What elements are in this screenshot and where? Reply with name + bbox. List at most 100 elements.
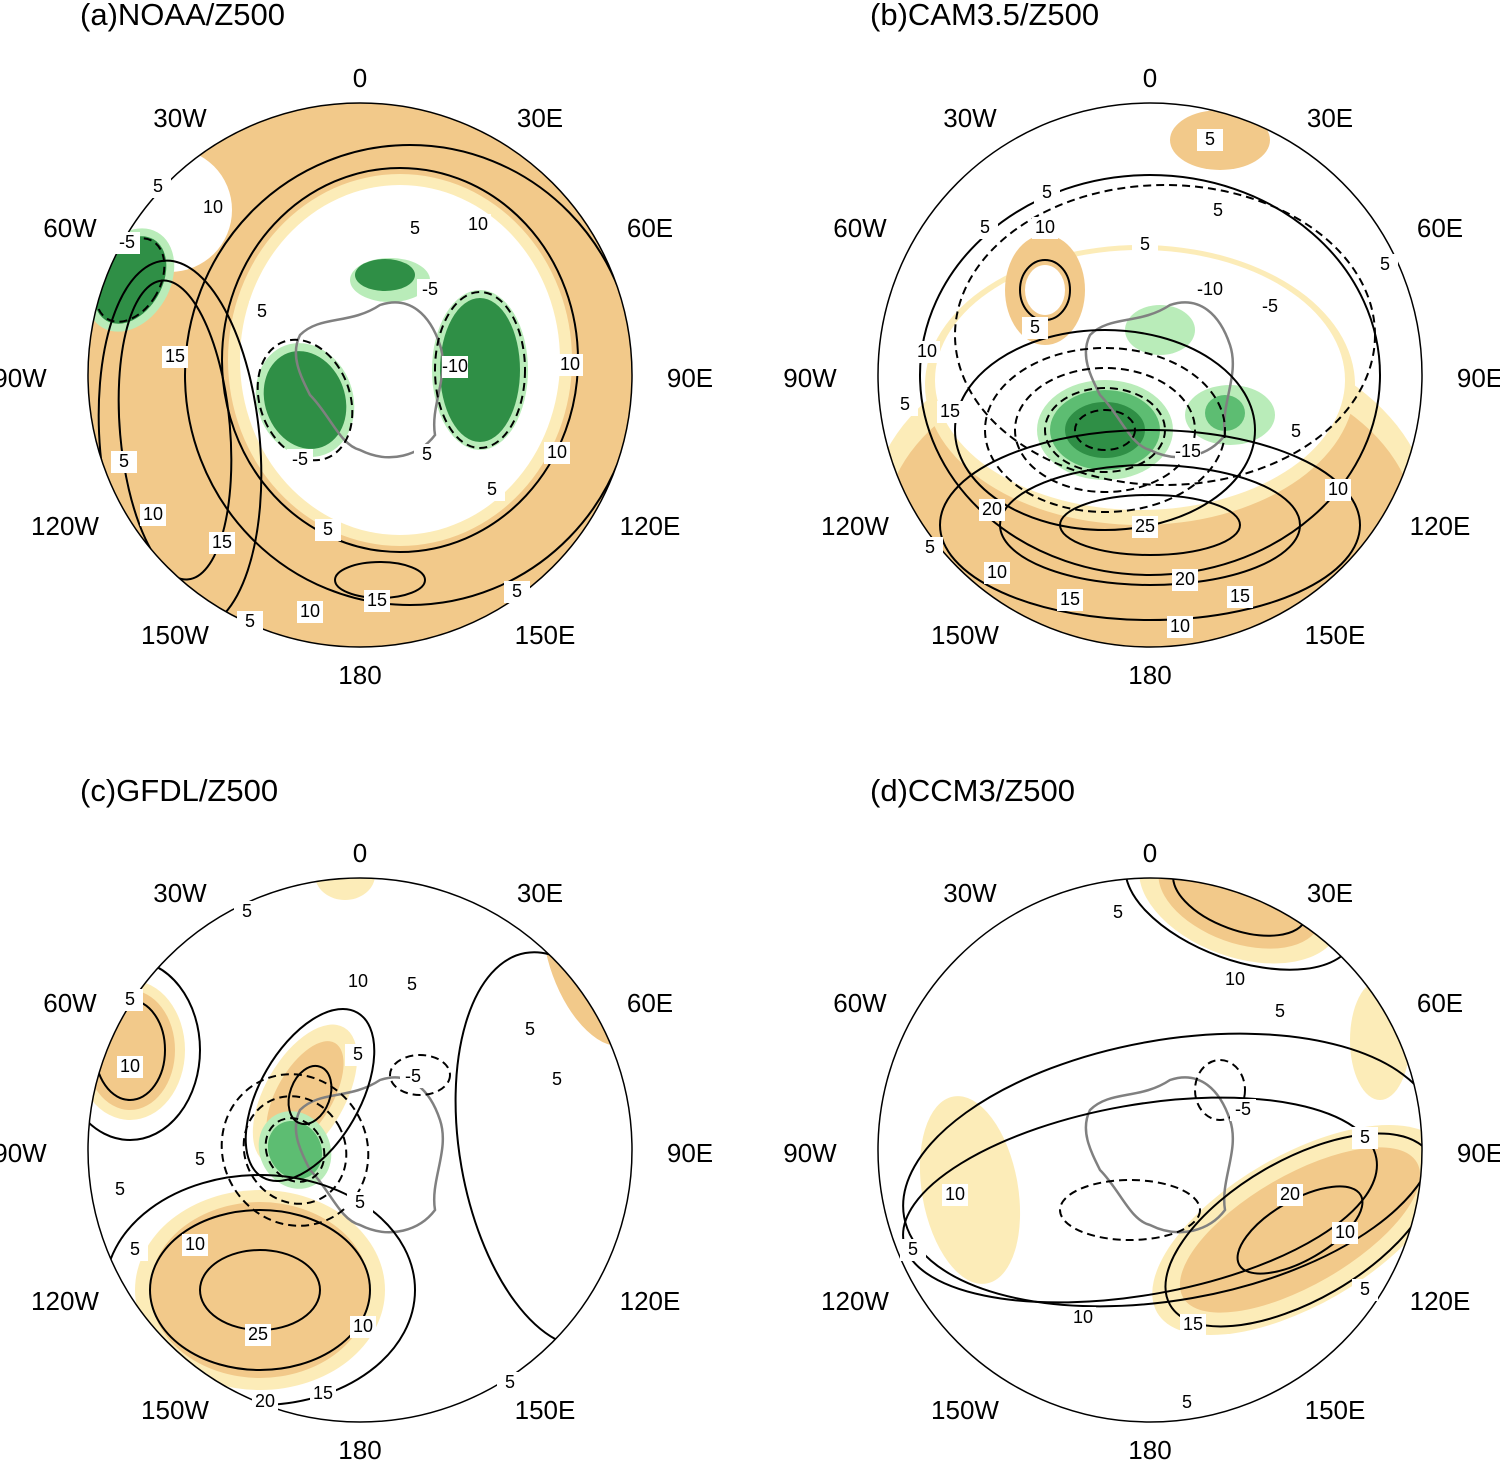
contour-line — [184, 144, 632, 606]
contour-label: 10 — [143, 504, 163, 524]
longitude-label: 0 — [353, 838, 367, 868]
contour-label-box — [237, 611, 263, 633]
contour-label-box — [544, 1069, 570, 1091]
contour-label-box — [1267, 1001, 1293, 1023]
contour-label-box — [1172, 569, 1198, 591]
contour-label-box — [465, 214, 491, 236]
contour-label: 25 — [248, 1324, 268, 1344]
longitude-label: 60E — [627, 988, 673, 1018]
contour-label-box — [1180, 1314, 1206, 1336]
contour-label-box — [1197, 279, 1223, 301]
longitude-label: 30E — [517, 103, 563, 133]
contour-label-box — [1283, 421, 1309, 443]
longitude-label: 150E — [515, 620, 576, 650]
contour-label-box — [107, 1179, 133, 1201]
contour-label: 5 — [900, 394, 910, 414]
contour-label-box — [1352, 1127, 1378, 1149]
contour-label-box — [245, 1324, 271, 1346]
contour-label: 5 — [115, 1179, 125, 1199]
contour-label: 10 — [300, 601, 320, 621]
shade-region — [1125, 305, 1195, 355]
coastline — [1084, 1076, 1235, 1234]
contour-label: 5 — [1042, 182, 1052, 202]
contour-label-box — [252, 1391, 278, 1413]
panel-title: (b)CAM3.5/Z500 — [870, 0, 1099, 32]
longitude-label: 120E — [1410, 511, 1471, 541]
contour-label-box — [1022, 317, 1048, 339]
longitude-label: 180 — [338, 1435, 381, 1465]
contour-label-box — [1132, 516, 1158, 538]
contour-label: 5 — [1213, 200, 1223, 220]
longitude-label: 0 — [1143, 838, 1157, 868]
panel-title: (a)NOAA/Z500 — [80, 0, 285, 32]
contour-line — [1164, 1132, 1422, 1328]
longitude-label: 60W — [43, 988, 97, 1018]
contour-label-box — [1227, 586, 1253, 608]
contour-label: 5 — [525, 1019, 535, 1039]
contour-label-box — [111, 451, 137, 473]
longitude-label: 30E — [1307, 103, 1353, 133]
longitude-label: 60W — [43, 213, 97, 243]
longitude-label: 60E — [1417, 213, 1463, 243]
longitude-label: 30W — [943, 103, 997, 133]
contour-label-box — [310, 1383, 336, 1405]
contour-label-box — [497, 1372, 523, 1394]
contour-line — [244, 1008, 376, 1182]
contour-label: 5 — [1030, 317, 1040, 337]
contour-label-box — [414, 444, 440, 466]
contour-label: 5 — [422, 444, 432, 464]
contour-label-box — [122, 1239, 148, 1261]
contour-line — [999, 464, 1301, 586]
contour-label-box — [544, 442, 570, 464]
contour-label-box — [479, 479, 505, 501]
longitude-label: 60W — [833, 213, 887, 243]
longitude-label: 30W — [943, 878, 997, 908]
contour-line — [954, 329, 1256, 531]
contour-label: 10 — [185, 1234, 205, 1254]
contour-line — [984, 347, 1226, 513]
contour-label-box — [417, 279, 443, 301]
contour-label: -10 — [442, 356, 468, 376]
longitude-label: 90W — [0, 363, 47, 393]
contour-label: 5 — [512, 581, 522, 601]
contour-label: 20 — [1175, 569, 1195, 589]
contour-label-box — [972, 217, 998, 239]
contour-label-box — [1174, 1392, 1200, 1414]
shade-region — [440, 298, 520, 442]
contour-label-box — [1257, 296, 1283, 318]
longitude-label: 150E — [1305, 620, 1366, 650]
contour-label: 10 — [120, 1056, 140, 1076]
contour-label-box — [114, 232, 140, 254]
contour-line — [264, 1117, 326, 1183]
contour-label: 5 — [130, 1239, 140, 1259]
longitude-label: 120E — [620, 511, 681, 541]
map-panel: (c)GFDL/Z500 0 30W 30E 60W 60E 90W 90E 120W 120E 1… — [0, 773, 713, 1465]
contour-label: -5 — [405, 1066, 421, 1086]
contour-label-box — [442, 356, 468, 378]
contour-line — [1014, 367, 1196, 493]
contour-label: -5 — [422, 279, 438, 299]
longitude-label: 150E — [1305, 1395, 1366, 1425]
contour-label: 5 — [1360, 1279, 1370, 1299]
contour-line — [939, 429, 1361, 621]
longitude-label: 90W — [783, 363, 837, 393]
contour-label: -15 — [1175, 441, 1201, 461]
contour-label-box — [249, 301, 275, 323]
shade-region — [1158, 878, 1322, 949]
longitude-label: 30E — [517, 878, 563, 908]
contour-label-box — [1372, 254, 1398, 276]
contour-label-box — [917, 537, 943, 559]
shading — [88, 103, 632, 647]
contour-label: 5 — [125, 989, 135, 1009]
map-panel: (a)NOAA/Z500 0 30W 30E 60W 60E 90W 90E 120W 120E 1… — [0, 0, 713, 690]
longitude-label: 150W — [141, 620, 209, 650]
longitude-label: 60E — [1417, 988, 1463, 1018]
contour-label: 5 — [323, 519, 333, 539]
contour-label-box — [1070, 1307, 1096, 1329]
contour-label-box — [1057, 589, 1083, 611]
longitude-label: 30W — [153, 103, 207, 133]
contour-label: 5 — [355, 1192, 365, 1212]
contour-label-box — [942, 1184, 968, 1206]
contour-label: 5 — [153, 176, 163, 196]
contour-label: 5 — [980, 217, 990, 237]
